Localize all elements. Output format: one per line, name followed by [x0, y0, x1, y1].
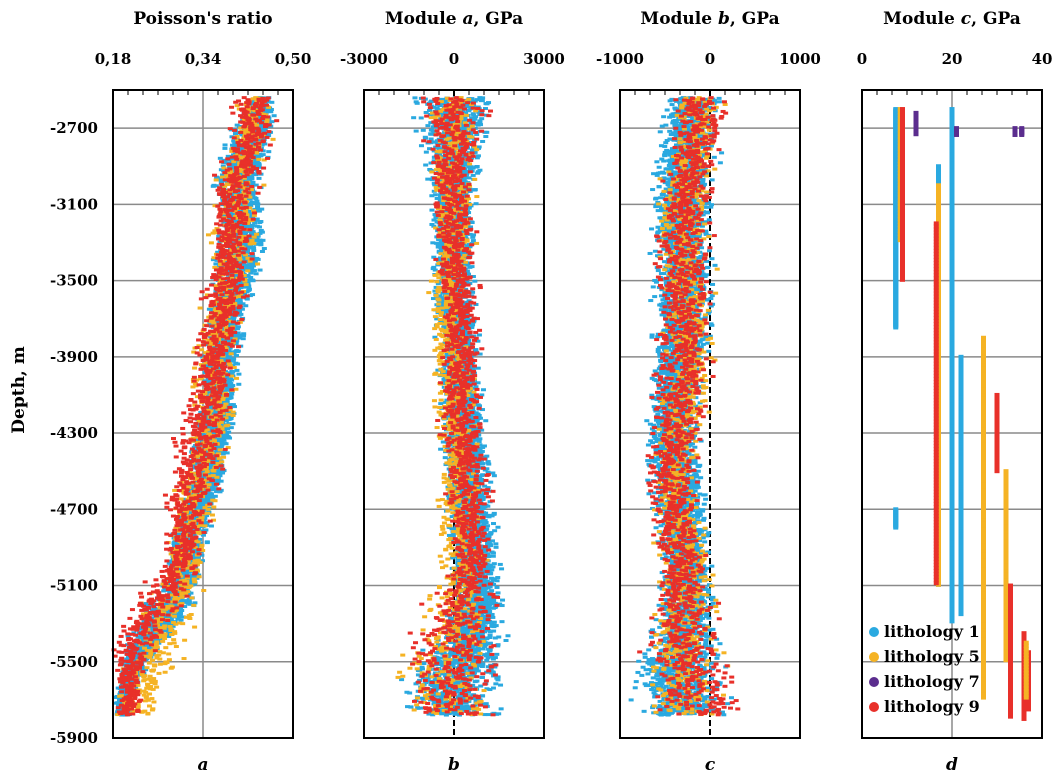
data-point	[243, 304, 248, 307]
data-point	[221, 452, 226, 455]
y-tick-label: -4700	[50, 500, 98, 518]
data-point	[179, 619, 184, 622]
data-point	[236, 373, 241, 376]
data-point	[262, 247, 267, 250]
x-tick-label: 0,50	[275, 50, 312, 68]
x-tick-label: 0,34	[185, 50, 222, 68]
data-point	[235, 362, 240, 365]
panel-title: Poisson's ratio	[133, 9, 272, 29]
y-tick-label: -5900	[50, 729, 98, 747]
data-point	[254, 272, 259, 275]
data-point	[233, 132, 238, 135]
data-point	[260, 250, 265, 253]
data-point	[272, 114, 277, 117]
data-point	[222, 147, 227, 150]
data-point	[251, 249, 256, 252]
x-tick-label: 0,18	[95, 50, 132, 68]
y-tick-label: -2700	[50, 119, 98, 137]
data-point	[269, 101, 274, 104]
data-point	[241, 337, 246, 340]
y-tick-label: -4300	[50, 424, 98, 442]
data-point	[205, 541, 210, 544]
data-point	[257, 210, 262, 213]
y-tick-label: -3100	[50, 195, 98, 213]
data-point	[253, 197, 258, 200]
y-axis: -2700 -3100 -3500 -3900 -4300 -4700 -5100 -5500…	[50, 119, 98, 747]
y-axis-label: Depth, m	[9, 346, 29, 433]
data-point	[223, 143, 228, 146]
data-point	[161, 589, 166, 592]
data-point	[257, 177, 262, 180]
data-point	[258, 243, 263, 246]
data-points	[112, 96, 280, 716]
y-tick-label: -5500	[50, 653, 98, 671]
data-point	[257, 221, 262, 224]
data-point	[257, 225, 262, 228]
data-point	[255, 203, 260, 206]
y-tick-label: -3500	[50, 272, 98, 290]
data-point	[268, 110, 273, 113]
y-tick-label: -3900	[50, 348, 98, 366]
data-point	[258, 269, 263, 272]
data-point	[211, 185, 216, 188]
data-point	[251, 279, 256, 282]
data-point	[236, 383, 241, 386]
data-point	[179, 609, 184, 612]
data-point	[249, 177, 254, 180]
data-point	[217, 490, 222, 493]
data-point	[227, 437, 232, 440]
data-point	[266, 150, 271, 153]
data-point	[234, 354, 239, 357]
y-tick-label: -5100	[50, 577, 98, 595]
data-point	[209, 525, 214, 528]
